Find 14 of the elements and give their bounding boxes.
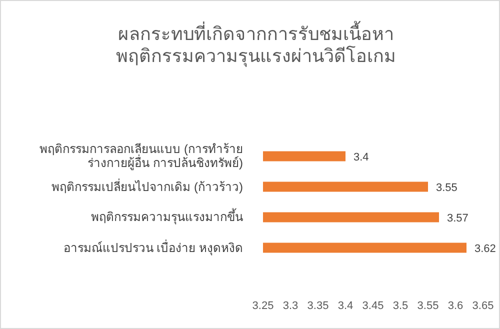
data-label: 3.62 <box>474 242 496 255</box>
x-tick-label: 3.25 <box>252 300 274 312</box>
x-tick-label: 3.65 <box>472 300 494 312</box>
x-tick-label: 3.45 <box>362 300 384 312</box>
data-label: 3.55 <box>436 182 458 194</box>
data-label: 3.57 <box>447 212 468 224</box>
x-tick-label: 3.4 <box>338 300 354 312</box>
data-label: 3.4 <box>354 151 369 164</box>
x-tick-label: 3.6 <box>448 300 464 312</box>
x-tick-label: 3.5 <box>392 300 408 312</box>
x-tick-label: 3.35 <box>307 300 329 312</box>
x-tick-label: 3.3 <box>282 300 298 312</box>
x-tick-label: 3.55 <box>417 300 439 312</box>
title: ผลกระทบที่เกิดจากการรับชมเนื้อหาพฤติกรรมความรุนแรงผ่านวิดีโอเกม <box>91 23 421 67</box>
